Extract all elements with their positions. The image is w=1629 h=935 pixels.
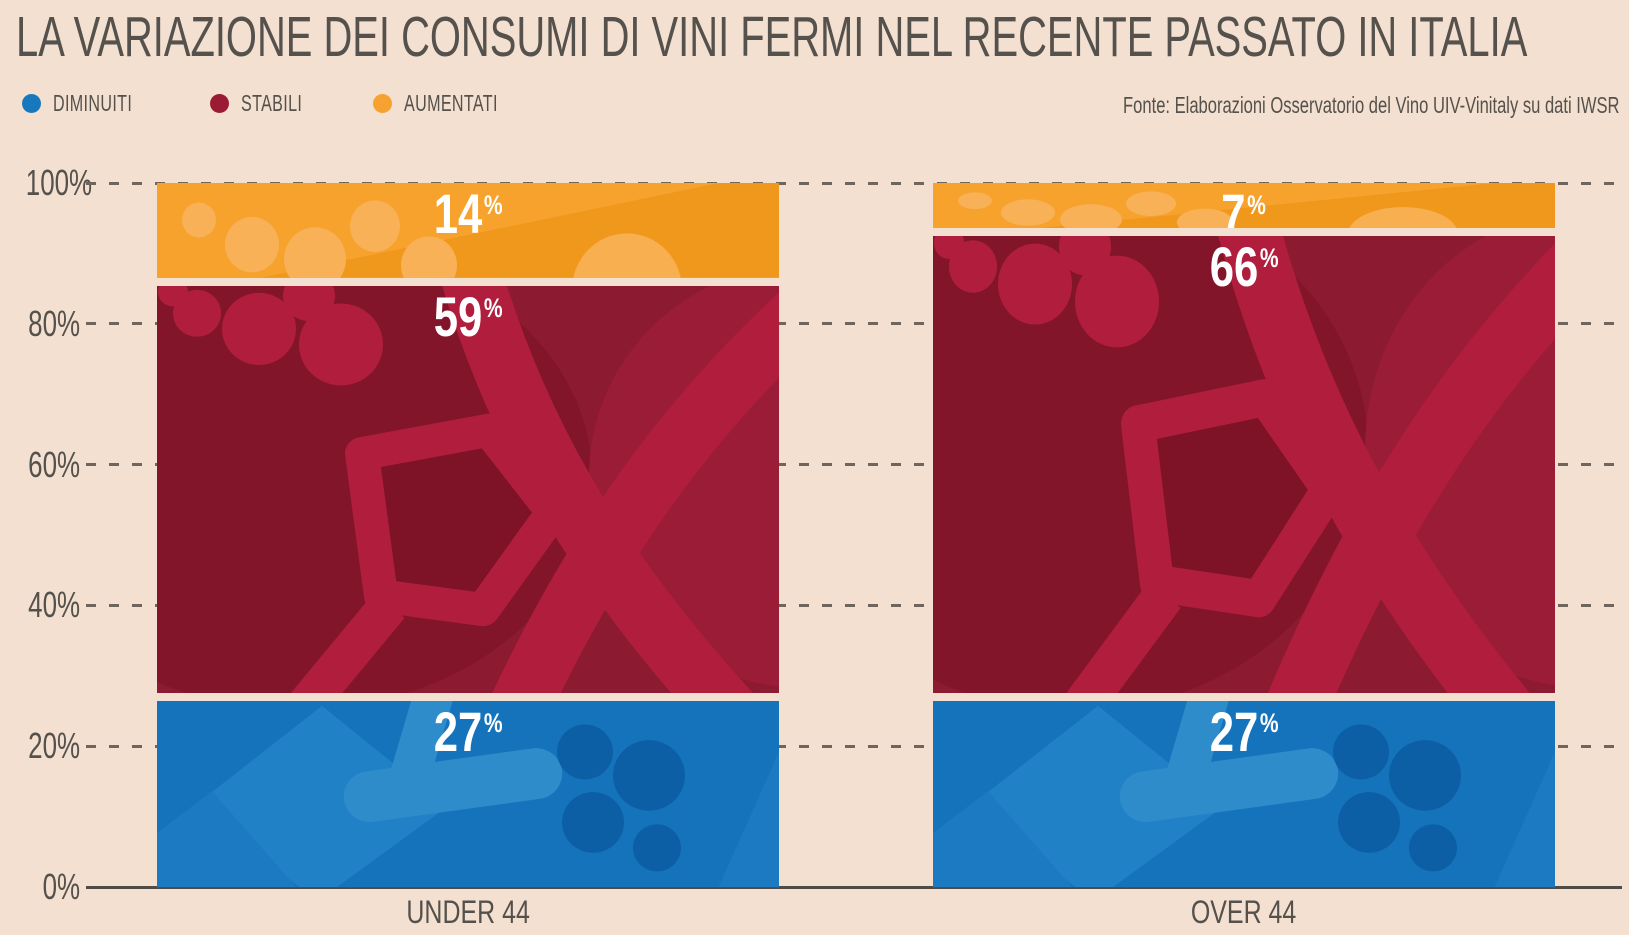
legend-dot-stabili [210,94,230,113]
y-axis-tick-label: 0% [42,866,80,907]
y-axis-tick-label: 100% [25,162,93,203]
x-axis-line [86,886,1622,889]
y-axis-tick-0: 0% [0,867,80,907]
segment-aumentati-under-44: 14% [157,183,779,278]
segment-aumentati-over-44: 7% [933,183,1555,229]
gridline-60 [86,463,1622,467]
legend-label-stabili: STABILI [241,90,303,116]
value-label-stabili-over-44: 66% [1209,236,1279,299]
value-label-aumentati-under-44: 14% [433,183,503,245]
wine-glass-pattern-orange [958,183,1555,229]
segment-diminuiti-under-44: 27% [157,700,779,887]
y-axis-tick-40: 40% [0,585,80,625]
segment-stabili-over-44: 66% [933,236,1555,693]
y-axis-tick-label: 40% [28,584,80,626]
value-label-diminuiti-under-44: 27% [433,700,503,763]
y-axis-tick-label: 20% [28,725,80,767]
category-label-text: OVER 44 [1191,894,1297,930]
y-axis-tick-100: 100% [0,163,92,203]
y-axis-tick-20: 20% [0,726,80,766]
legend-dot-aumentati [372,94,392,113]
wine-glass-pattern-orange [182,183,779,278]
y-axis-tick-label: 80% [28,302,80,344]
legend-item-diminuiti: DIMINUITI [22,90,166,117]
source-credit: Fonte: Elaborazioni Osservatorio del Vin… [1122,92,1619,118]
legend-label-diminuiti: DIMINUITI [53,90,133,116]
category-label-over-44: OVER 44 [933,894,1555,931]
category-label-under-44: UNDER 44 [157,894,779,931]
wine-glass-pattern-blue [157,700,779,887]
wine-glass-pattern-red [157,285,779,693]
y-axis-tick-60: 60% [0,443,80,485]
segment-stabili-under-44: 59% [157,285,779,693]
legend-item-stabili: STABILI [210,90,328,117]
legend-item-aumentati: AUMENTATI [372,90,538,117]
wine-glass-pattern-red [933,236,1555,693]
legend-dot-diminuiti [22,94,41,113]
value-label-stabili-under-44: 59% [433,285,503,348]
page-title-text: LA VARIAZIONE DEI CONSUMI DI VINI FERMI … [16,5,1528,69]
segment-diminuiti-over-44: 27% [933,700,1555,887]
y-axis-tick-80: 80% [0,302,80,344]
gridline-40 [86,603,1622,607]
page-title: LA VARIAZIONE DEI CONSUMI DI VINI FERMI … [16,4,1629,70]
gridline-100 [86,181,1622,185]
gridline-20 [86,744,1622,748]
value-label-aumentati-over-44: 7% [1221,183,1267,229]
wine-glass-pattern-blue [933,700,1555,887]
legend: DIMINUITI STABILI AUMENTATI [22,90,538,117]
y-axis-tick-label: 60% [28,443,80,485]
gridline-80 [86,322,1622,326]
legend-label-aumentati: AUMENTATI [403,90,498,116]
category-label-text: UNDER 44 [406,894,530,930]
value-label-diminuiti-over-44: 27% [1209,700,1279,763]
